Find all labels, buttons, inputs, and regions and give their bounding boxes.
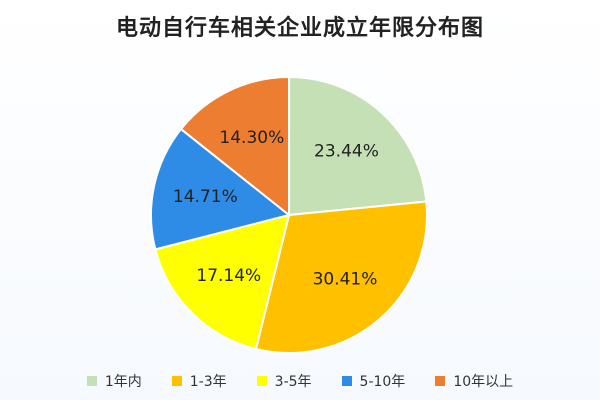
legend-swatch — [435, 376, 446, 386]
pie-chart: 23.44% 30.41% 17.14% 14.71% 14.30% — [150, 75, 428, 354]
slice-value-label: 30.41% — [313, 270, 378, 290]
legend-item: 10年以上 — [435, 371, 513, 391]
legend-swatch — [171, 376, 182, 386]
legend-label: 3-5年 — [274, 374, 312, 390]
legend-label: 1年内 — [104, 374, 142, 390]
chart-legend: 1年内 1-3年 3-5年 5-10年 10年以上 — [0, 371, 600, 391]
legend-swatch — [256, 376, 267, 386]
pie-slice-1 — [254, 200, 428, 354]
chart-title: 电动自行车相关企业成立年限分布图 — [115, 16, 484, 41]
legend-item: 5-10年 — [341, 371, 406, 391]
legend-item: 3-5年 — [256, 371, 312, 391]
legend-label: 5-10年 — [359, 374, 406, 390]
legend-label: 1-3年 — [189, 374, 227, 390]
pie-slice-0 — [288, 75, 428, 217]
pie-slice-4 — [179, 75, 290, 218]
slice-value-label: 17.14% — [196, 266, 261, 286]
pie-slice-2 — [154, 213, 291, 351]
legend-label: 10年以上 — [453, 374, 514, 390]
slice-value-label: 23.44% — [314, 142, 379, 162]
legend-swatch — [86, 376, 97, 386]
legend-item: 1年内 — [86, 371, 142, 391]
slice-value-label: 14.30% — [219, 128, 284, 148]
legend-item: 1-3年 — [171, 371, 227, 391]
pie-slice-3 — [150, 127, 292, 251]
legend-swatch — [341, 376, 352, 386]
slice-value-label: 14.71% — [173, 187, 238, 207]
